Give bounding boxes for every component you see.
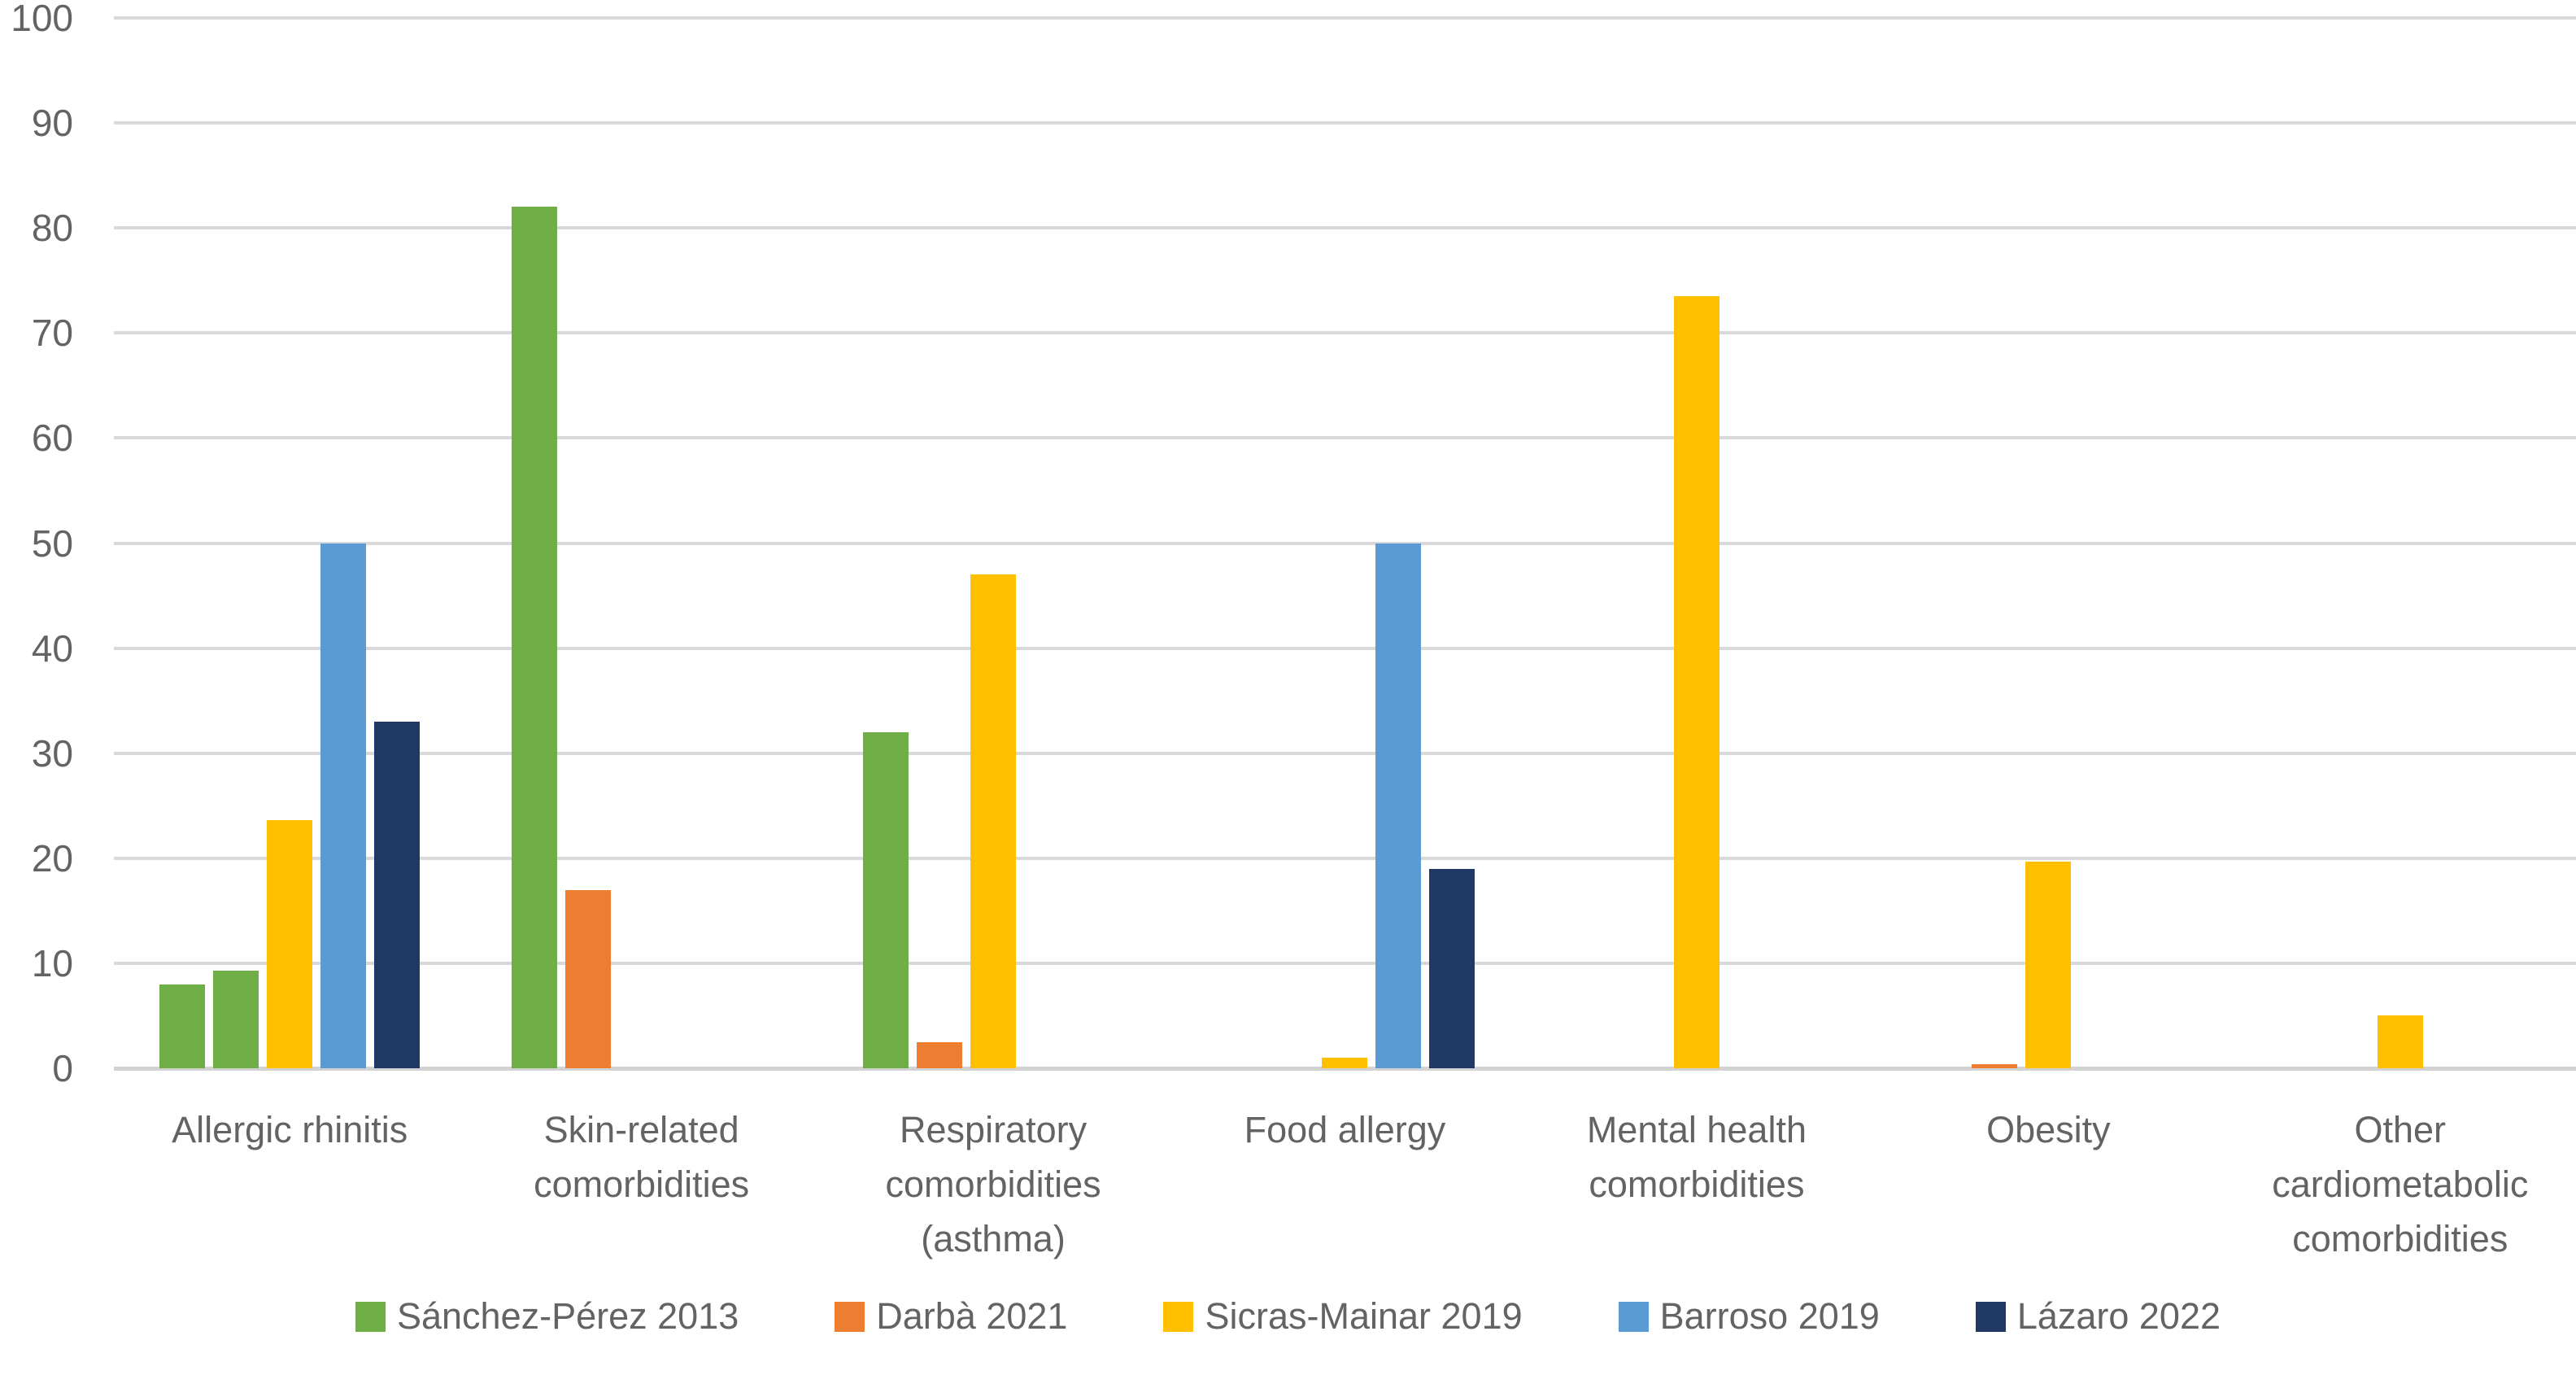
bar-barroso-2019 — [1375, 543, 1422, 1068]
gridline — [114, 226, 2576, 230]
category-group — [114, 18, 465, 1068]
category-group — [2225, 18, 2576, 1068]
chart-legend: Sánchez-Pérez 2013 Darbà 2021 Sicras-Maina… — [0, 1295, 2576, 1338]
legend-item-barroso-2019: Barroso 2019 — [1618, 1295, 1880, 1338]
legend-swatch-icon — [1163, 1301, 1194, 1332]
x-axis-category-label: Obesity — [1986, 1109, 2111, 1150]
category-group — [1872, 18, 2224, 1068]
y-axis-tick-label: 30 — [31, 731, 73, 775]
bar-sicras-mainar-2019 — [2377, 1015, 2423, 1068]
gridline — [114, 541, 2576, 545]
bar-sicras-mainar-2019 — [1673, 296, 1720, 1068]
gridline — [114, 961, 2576, 965]
bar-sanchez-perez-2013 — [863, 731, 909, 1068]
legend-label: Barroso 2019 — [1659, 1295, 1880, 1337]
gridline — [114, 16, 2576, 20]
legend-swatch-icon — [835, 1301, 865, 1332]
legend-swatch-icon — [1975, 1301, 2006, 1332]
gridline — [114, 856, 2576, 860]
bar-sicras-mainar-2019 — [2025, 861, 2072, 1068]
legend-item-lazaro-2022: Lázaro 2022 — [1975, 1295, 2221, 1338]
legend-item-sanchez-perez-2013: Sánchez-Pérez 2013 — [355, 1295, 739, 1338]
legend-item-darba-2021: Darbà 2021 — [835, 1295, 1067, 1338]
x-axis-category-label: Skin-related comorbidities — [534, 1109, 750, 1205]
category-group — [817, 18, 1169, 1068]
bar-barroso-2019 — [320, 543, 367, 1068]
x-axis-category-label: Respiratory comorbidities (asthma) — [885, 1109, 1101, 1259]
plot-area — [114, 16, 2576, 1071]
legend-label: Lázaro 2022 — [2016, 1295, 2221, 1337]
bar-sicras-mainar-2019 — [970, 574, 1017, 1068]
y-axis-tick-label: 10 — [31, 941, 73, 984]
legend-swatch-icon — [355, 1301, 386, 1332]
x-axis-category-label: Other cardiometabolic comorbidities — [2272, 1109, 2529, 1259]
category-group — [1169, 18, 1520, 1068]
bar-lazaro-2022 — [1429, 868, 1475, 1068]
y-axis-tick-label: 50 — [31, 522, 73, 565]
legend-label: Sánchez-Pérez 2013 — [396, 1295, 739, 1337]
gridline — [114, 331, 2576, 335]
category-group — [1521, 18, 1872, 1068]
gridline — [114, 436, 2576, 440]
y-axis-tick-label: 20 — [31, 836, 73, 880]
legend-item-sicras-mainar-2019: Sicras-Mainar 2019 — [1163, 1295, 1523, 1338]
gridline — [114, 751, 2576, 755]
x-axis-line — [114, 1067, 2576, 1071]
gridline — [114, 121, 2576, 125]
y-axis-tick-label: 90 — [31, 102, 73, 145]
bar-darba-2021 — [564, 889, 611, 1068]
y-axis-tick-label: 0 — [52, 1047, 73, 1089]
x-axis-category-label: Mental health comorbidities — [1586, 1109, 1807, 1205]
bar-darba-2021 — [917, 1041, 963, 1068]
y-axis-tick-label: 100 — [11, 0, 73, 39]
legend-label: Darbà 2021 — [876, 1295, 1068, 1337]
legend-swatch-icon — [1618, 1301, 1649, 1332]
bar-darba-2021 — [1972, 1063, 2018, 1068]
x-axis-category-label: Food allergy — [1244, 1109, 1446, 1150]
bar-sanchez-perez-2013 — [159, 984, 206, 1068]
bar-sicras-mainar-2019 — [267, 820, 313, 1068]
gridline — [114, 646, 2576, 650]
bar-sicras-mainar-2019 — [1322, 1058, 1368, 1068]
category-group — [465, 18, 817, 1068]
y-axis-tick-label: 40 — [31, 626, 73, 670]
y-axis-tick-label: 60 — [31, 417, 73, 460]
legend-label: Sicras-Mainar 2019 — [1205, 1295, 1523, 1337]
bar-sanchez-perez-2013 — [511, 207, 557, 1068]
bar-lazaro-2022 — [374, 721, 421, 1068]
bar-sanchez-perez-2013 — [213, 970, 259, 1068]
y-axis-tick-label: 80 — [31, 207, 73, 250]
x-axis-category-label: Allergic rhinitis — [172, 1109, 408, 1150]
y-axis-tick-label: 70 — [31, 312, 73, 355]
